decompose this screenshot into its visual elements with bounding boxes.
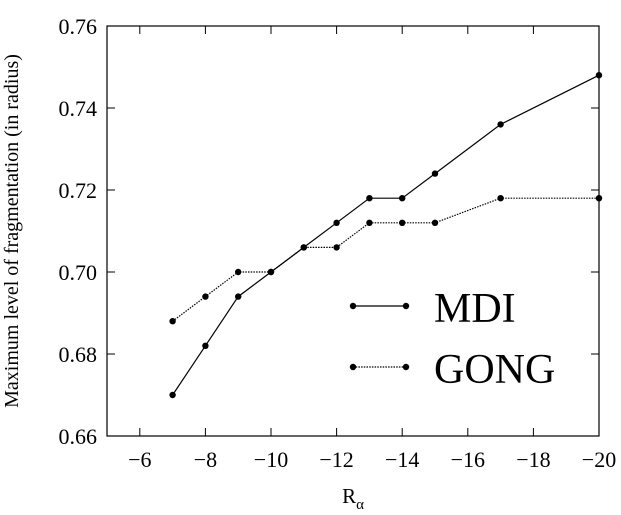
y-tick-label: 0.72 bbox=[59, 178, 98, 203]
legend-label: GONG bbox=[434, 347, 555, 393]
data-point bbox=[399, 195, 406, 202]
plot-frame bbox=[106, 25, 600, 437]
data-point bbox=[366, 219, 373, 226]
series-gong bbox=[169, 195, 603, 325]
legend-entry-mdi: MDI bbox=[349, 286, 516, 332]
legend: MDI GONG bbox=[349, 286, 555, 393]
data-point bbox=[431, 170, 439, 177]
data-point bbox=[300, 244, 307, 251]
data-point bbox=[595, 195, 603, 202]
series-line bbox=[172, 197, 599, 322]
x-axis-label-main: R bbox=[342, 484, 356, 508]
x-axis-label: Rα bbox=[342, 484, 364, 513]
data-point bbox=[202, 293, 209, 300]
data-point bbox=[169, 318, 176, 325]
x-tick-label: −8 bbox=[194, 447, 217, 472]
legend-marker bbox=[402, 363, 410, 371]
x-axis-label-subscript: α bbox=[356, 497, 364, 513]
x-tick-label: −10 bbox=[254, 447, 288, 472]
y-axis-label: Maximum level of fragmentation (in radiu… bbox=[1, 54, 23, 408]
data-point bbox=[431, 219, 439, 226]
plot-border bbox=[106, 25, 600, 437]
data-point bbox=[202, 342, 209, 349]
x-tick-label: −16 bbox=[451, 447, 485, 472]
y-axis: 0.66 0.68 0.70 0.72 0.74 0.76 bbox=[59, 14, 599, 449]
data-point bbox=[399, 219, 406, 226]
data-point bbox=[497, 121, 504, 128]
x-tick-label: −20 bbox=[582, 447, 616, 472]
legend-label: MDI bbox=[434, 286, 516, 332]
data-point bbox=[366, 195, 373, 202]
data-point bbox=[595, 72, 603, 79]
x-tick-label: −14 bbox=[385, 447, 419, 472]
data-point bbox=[333, 244, 340, 251]
data-point bbox=[333, 219, 340, 226]
x-tick-label: −18 bbox=[516, 447, 550, 472]
data-point bbox=[235, 268, 242, 276]
y-tick-label: 0.74 bbox=[59, 96, 98, 121]
series-layer bbox=[169, 72, 603, 399]
y-tick-label: 0.68 bbox=[59, 342, 98, 367]
legend-marker bbox=[349, 363, 357, 371]
y-tick-label: 0.76 bbox=[59, 14, 98, 39]
data-point bbox=[169, 391, 176, 399]
data-point bbox=[235, 293, 242, 300]
data-point bbox=[497, 195, 504, 202]
x-tick-label: −6 bbox=[128, 447, 151, 472]
legend-entry-gong: GONG bbox=[349, 347, 555, 393]
x-axis: −6 −8 −10 −12 −14 −16 −18 −20 bbox=[128, 26, 616, 472]
y-tick-label: 0.66 bbox=[59, 424, 98, 449]
legend-marker bbox=[349, 302, 357, 310]
x-tick-label: −12 bbox=[319, 447, 353, 472]
y-tick-label: 0.70 bbox=[59, 260, 98, 285]
data-point bbox=[267, 268, 275, 276]
legend-marker bbox=[402, 302, 410, 310]
